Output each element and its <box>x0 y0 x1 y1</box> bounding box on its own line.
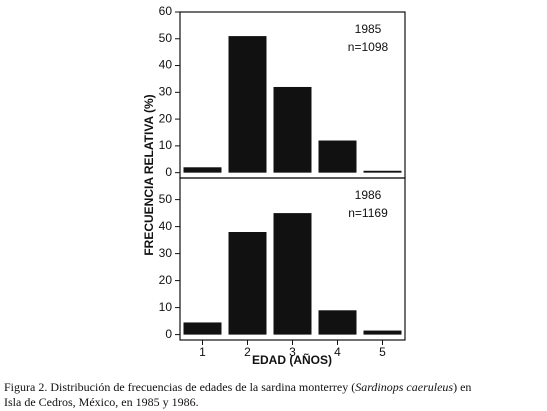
y-tick-label: 20 <box>159 273 173 287</box>
panel-year: 1986 <box>355 188 382 202</box>
panel-year: 1985 <box>355 22 382 36</box>
caption-text: ) en <box>453 380 471 394</box>
y-tick-label: 0 <box>165 165 172 179</box>
x-tick-label: 1 <box>199 345 206 359</box>
caption: Isla de Cedros, México, en 1985 y 1986. <box>4 395 199 409</box>
x-axis-label: EDAD (AÑOS) <box>252 352 332 367</box>
bar <box>318 140 357 173</box>
y-tick-label: 50 <box>159 31 173 45</box>
x-tick-label: 5 <box>379 345 386 359</box>
plot-frame <box>179 177 406 341</box>
x-tick-label: 2 <box>244 345 251 359</box>
bar <box>228 232 267 335</box>
bar <box>183 167 222 173</box>
y-tick-label: 30 <box>159 84 173 98</box>
x-tick-label: 4 <box>334 345 341 359</box>
y-tick-label: 0 <box>165 327 172 341</box>
bar <box>318 310 357 335</box>
x-tick-label: 3 <box>289 345 296 359</box>
y-tick-label: 50 <box>159 192 173 206</box>
caption-text: Figura 2. Distribución de frecuencias de… <box>4 380 355 394</box>
panel-n: n=1169 <box>348 206 388 220</box>
bar <box>363 330 402 335</box>
panel-n: n=1098 <box>348 40 389 54</box>
bar <box>363 170 402 173</box>
bar <box>273 213 312 335</box>
bar <box>273 86 312 173</box>
y-tick-label: 40 <box>159 58 173 72</box>
y-tick-label: 10 <box>159 138 173 152</box>
y-tick-label: 30 <box>159 246 173 260</box>
y-axis-label: FRECUENCIA RELATIVA (%) <box>142 94 156 255</box>
bar <box>228 36 267 173</box>
caption: Figura 2. Distribución de frecuencias de… <box>4 380 471 394</box>
y-tick-label: 60 <box>159 4 173 18</box>
y-tick-label: 40 <box>159 219 173 233</box>
y-tick-label: 20 <box>159 111 173 125</box>
caption-species: Sardinops caeruleus <box>355 380 453 394</box>
y-tick-label: 10 <box>159 300 173 314</box>
bar <box>183 322 222 335</box>
